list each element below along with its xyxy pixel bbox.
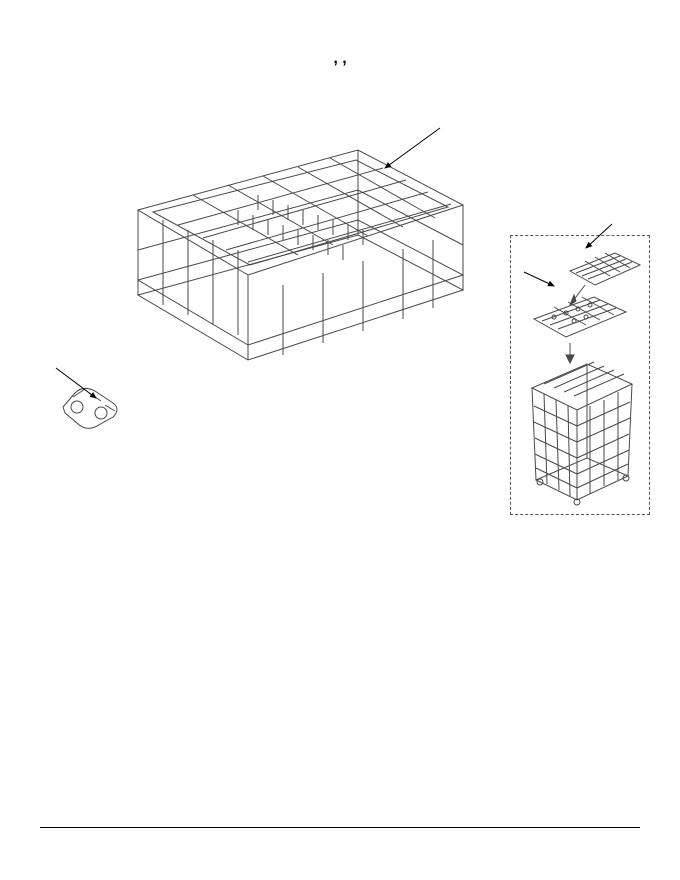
callout-arrows <box>0 95 680 695</box>
diagram-area <box>0 95 680 695</box>
page: , , <box>0 0 680 880</box>
variants-line <box>0 66 680 84</box>
footer-rule <box>40 827 640 828</box>
